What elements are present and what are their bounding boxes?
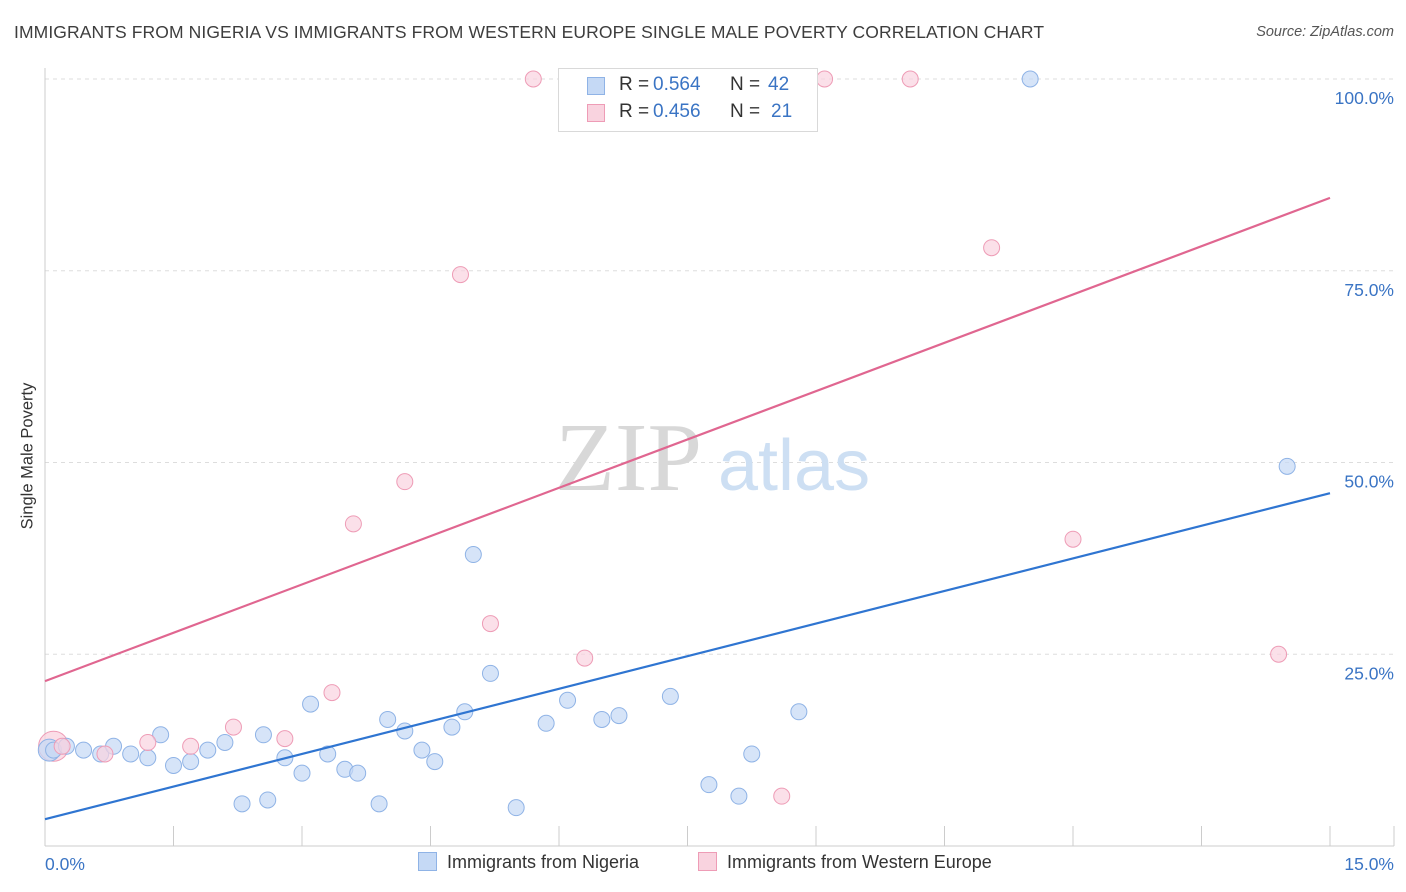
- western-europe-point: [276, 730, 294, 748]
- legend-r-label: R =: [619, 101, 650, 122]
- western-europe-point: [1270, 645, 1288, 663]
- nigeria-point: [426, 753, 444, 771]
- nigeria-point: [743, 745, 761, 763]
- nigeria-point: [302, 695, 320, 713]
- western-europe-point: [96, 745, 114, 763]
- nigeria-point: [1021, 70, 1039, 88]
- western-europe-point: [396, 473, 414, 491]
- nigeria-point: [661, 687, 679, 705]
- legend-n-value: 42: [768, 74, 790, 95]
- nigeria-point: [254, 726, 272, 744]
- nigeria-point: [152, 726, 170, 744]
- y-tick-label: 100.0%: [1335, 88, 1394, 108]
- nigeria-point: [370, 795, 388, 813]
- western-europe-point: [816, 70, 834, 88]
- nigeria-point: [464, 546, 482, 564]
- axes: [44, 68, 1395, 847]
- nigeria-point: [319, 745, 337, 763]
- nigeria-point: [610, 707, 628, 725]
- western-europe-point: [481, 615, 499, 633]
- legend-n-label: N =: [730, 101, 761, 122]
- western-europe-point: [53, 737, 71, 755]
- y-axis-label: Single Male Poverty: [18, 382, 37, 530]
- series-name-western-europe: Immigrants from Western Europe: [727, 852, 992, 872]
- nigeria-point: [537, 714, 555, 732]
- series-swatch-western-europe: [698, 852, 717, 871]
- nigeria-point: [559, 691, 577, 709]
- western-europe-point: [901, 70, 919, 88]
- series-legend-nigeria: Immigrants from Nigeria: [418, 852, 639, 873]
- watermark: ZIP atlas: [555, 404, 870, 512]
- nigeria-point: [122, 745, 140, 763]
- legend-n-value: 21: [771, 101, 793, 122]
- western-europe-point: [576, 649, 594, 667]
- western-europe-point: [182, 737, 200, 755]
- western-europe-point: [139, 733, 157, 751]
- nigeria-point: [730, 787, 748, 805]
- legend-swatch-nigeria: [587, 77, 605, 95]
- nigeria-point: [593, 710, 611, 728]
- nigeria-trend-line: [44, 492, 1331, 821]
- x-tick-label: 15.0%: [1344, 854, 1394, 874]
- western-europe-trend-line: [44, 196, 1331, 683]
- data-points: [37, 70, 1296, 817]
- western-europe-point: [1064, 530, 1082, 548]
- nigeria-point: [233, 795, 251, 813]
- nigeria-point: [349, 764, 367, 782]
- nigeria-point: [259, 791, 277, 809]
- watermark-zip: ZIP: [555, 404, 702, 512]
- legend-row-nigeria: R = 0.564 N = 42: [559, 74, 817, 100]
- nigeria-point: [790, 703, 808, 721]
- western-europe-point: [524, 70, 542, 88]
- watermark-atlas: atlas: [718, 426, 870, 506]
- legend-r-value: 0.564: [653, 74, 701, 95]
- y-tick-label: 50.0%: [1344, 472, 1394, 492]
- nigeria-point: [165, 756, 182, 774]
- nigeria-point: [507, 799, 525, 817]
- western-europe-point: [773, 787, 791, 805]
- y-tick-label: 25.0%: [1344, 663, 1394, 683]
- legend-swatch-western-europe: [587, 104, 605, 122]
- stats-legend: R = 0.564 N = 42 R = 0.456 N = 21: [558, 68, 818, 132]
- western-europe-point: [323, 684, 341, 702]
- nigeria-point: [139, 749, 157, 767]
- nigeria-point: [413, 741, 431, 759]
- nigeria-point: [1278, 457, 1296, 475]
- nigeria-point: [379, 710, 397, 728]
- nigeria-point: [75, 741, 93, 759]
- western-europe-point: [983, 239, 1001, 257]
- nigeria-point: [199, 741, 217, 759]
- y-tick-label: 75.0%: [1344, 280, 1394, 300]
- grid-lines: [45, 78, 1394, 655]
- western-europe-point: [451, 266, 469, 284]
- source-label: Source: ZipAtlas.com: [1256, 24, 1394, 40]
- series-name-nigeria: Immigrants from Nigeria: [447, 852, 640, 872]
- nigeria-point: [216, 733, 234, 751]
- western-europe-point: [344, 515, 362, 533]
- nigeria-point: [293, 764, 311, 782]
- legend-r-label: R =: [619, 74, 650, 95]
- nigeria-point: [182, 753, 200, 771]
- series-legend-western-europe: Immigrants from Western Europe: [698, 852, 992, 873]
- legend-row-western-europe: R = 0.456 N = 21: [559, 101, 817, 127]
- x-tick-label: 0.0%: [45, 854, 85, 874]
- series-swatch-nigeria: [418, 852, 437, 871]
- western-europe-point: [224, 718, 242, 736]
- legend-r-value: 0.456: [653, 101, 701, 122]
- tick-labels: 25.0% 50.0% 75.0% 100.0% 0.0% 15.0%: [45, 88, 1394, 874]
- chart-title: IMMIGRANTS FROM NIGERIA VS IMMIGRANTS FR…: [14, 22, 1045, 42]
- trend-lines: [44, 196, 1331, 821]
- nigeria-point: [481, 664, 499, 682]
- legend-n-label: N =: [730, 74, 761, 95]
- nigeria-point: [700, 776, 718, 794]
- nigeria-point: [443, 718, 461, 736]
